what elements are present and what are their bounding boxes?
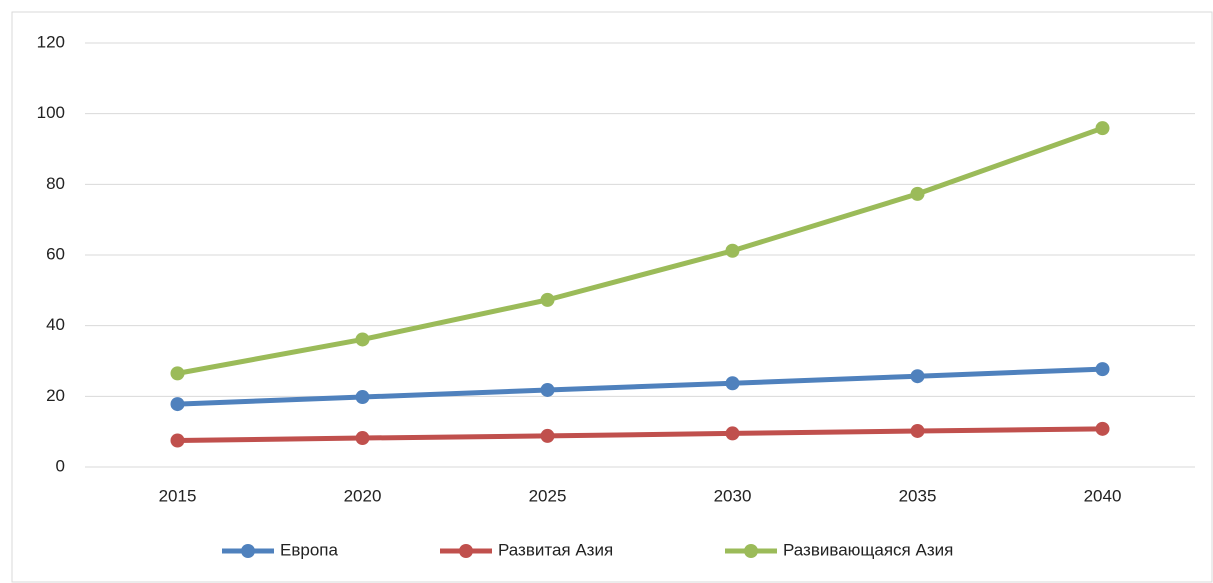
chart-frame (11, 11, 1213, 583)
legend-label: Развитая Азия (498, 540, 613, 559)
data-point (355, 332, 370, 347)
data-point (1095, 362, 1110, 377)
x-tick-label: 2015 (159, 486, 197, 505)
data-point (1095, 421, 1110, 436)
data-point (725, 243, 740, 258)
data-point (170, 366, 185, 381)
x-tick-label: 2020 (344, 486, 382, 505)
data-point (540, 428, 555, 443)
data-point (910, 423, 925, 438)
y-tick-label: 20 (46, 386, 65, 405)
y-tick-label: 40 (46, 315, 65, 334)
y-tick-label: 60 (46, 244, 65, 263)
y-tick-label: 100 (37, 103, 65, 122)
series-line (177, 426, 1103, 443)
data-point (355, 390, 370, 405)
y-tick-label: 120 (37, 32, 65, 51)
data-point (170, 433, 185, 448)
y-tick-label: 80 (46, 174, 65, 193)
series-line (177, 125, 1104, 376)
data-point (540, 292, 555, 307)
data-point (725, 426, 740, 441)
legend-label: Европа (280, 540, 338, 559)
legend-swatch-marker (241, 544, 255, 558)
data-point (170, 397, 185, 412)
x-tick-label: 2035 (899, 486, 937, 505)
data-point (910, 369, 925, 384)
x-tick-label: 2025 (529, 486, 567, 505)
x-tick-label: 2040 (1084, 486, 1122, 505)
data-point (540, 382, 555, 397)
y-tick-label: 0 (56, 456, 65, 475)
legend-swatch-marker (744, 544, 758, 558)
series-line (177, 366, 1103, 407)
x-tick-label: 2030 (714, 486, 752, 505)
legend-label: Развивающаяся Азия (783, 540, 953, 559)
data-point (355, 431, 370, 446)
data-point (1095, 121, 1110, 136)
legend-swatch-marker (459, 544, 473, 558)
data-point (910, 186, 925, 201)
data-point (725, 376, 740, 391)
